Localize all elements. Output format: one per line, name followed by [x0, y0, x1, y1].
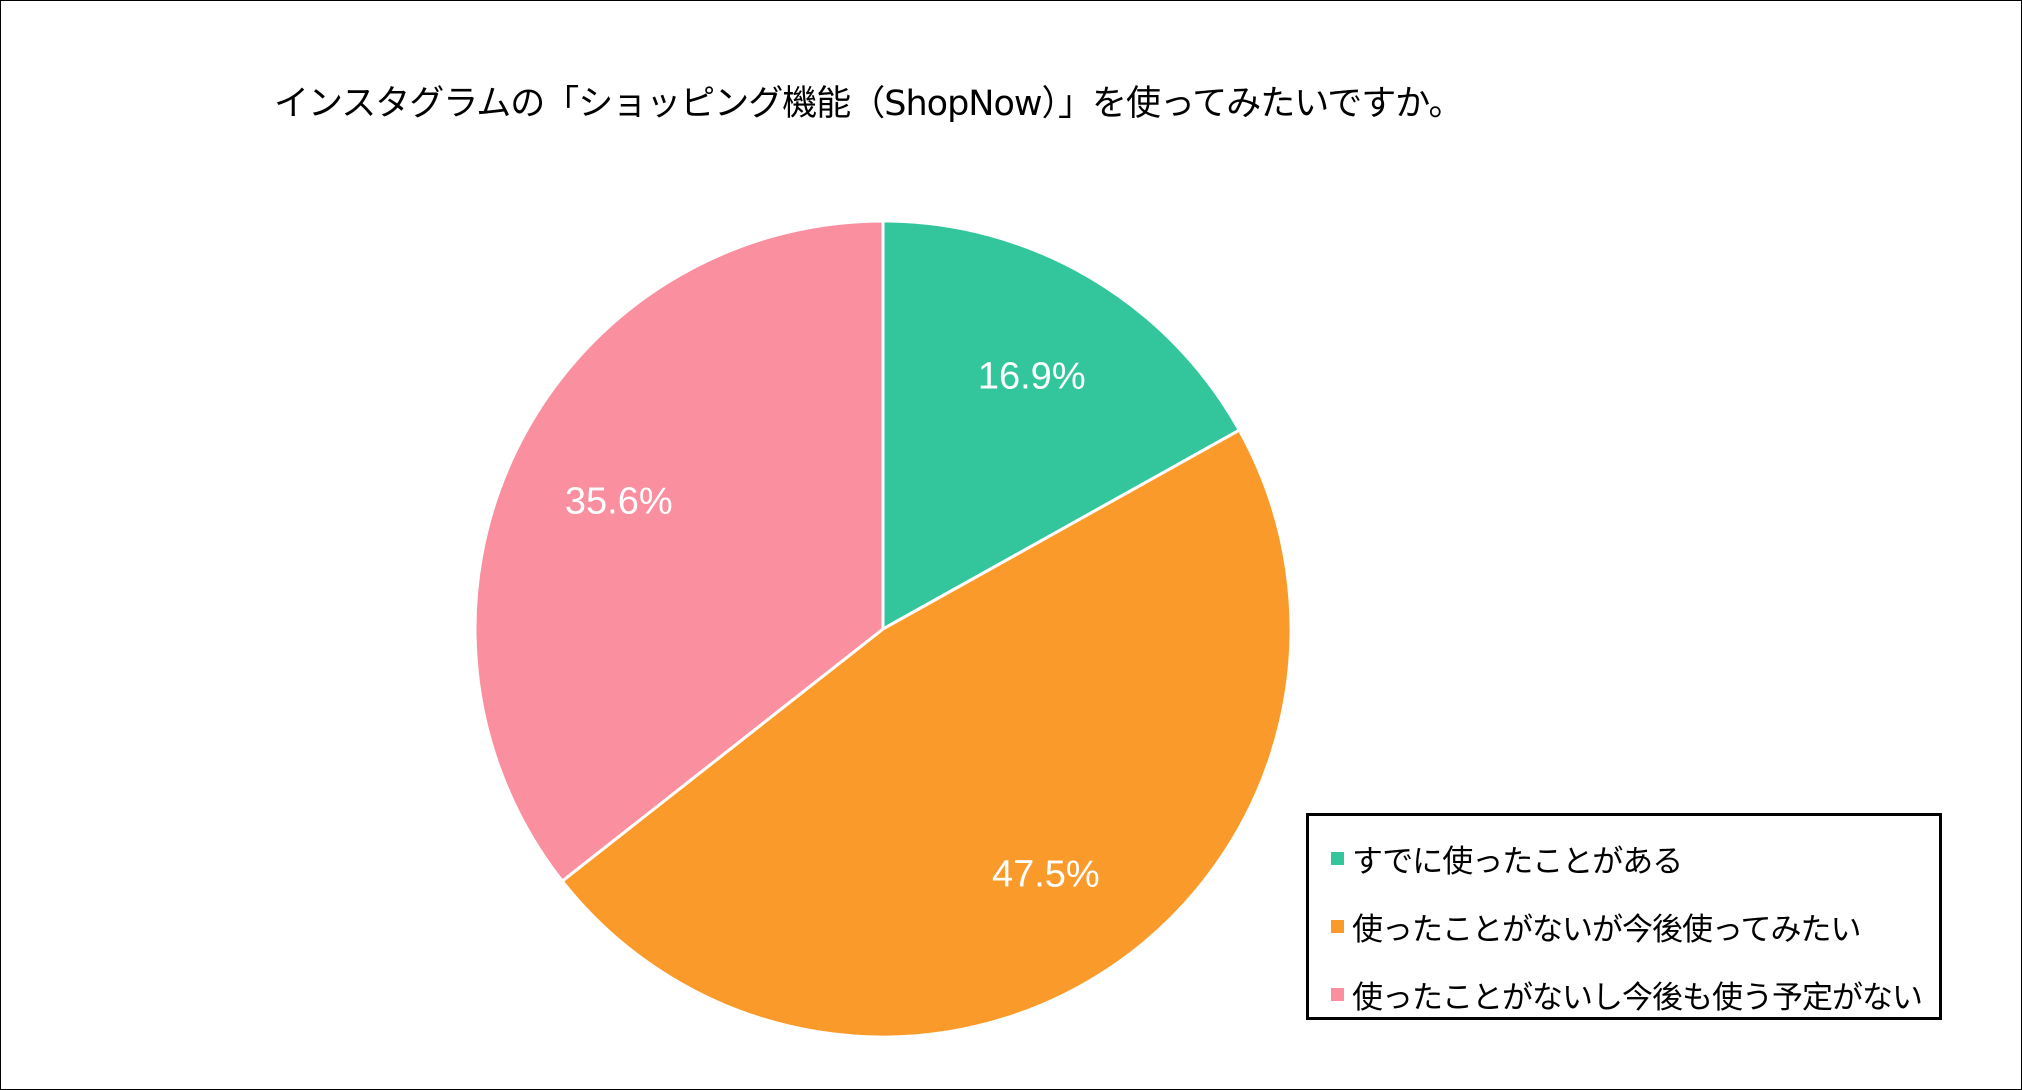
pie-slice [881, 219, 1242, 632]
chart-title: インスタグラムの「ショッピング機能（ShopNow）」を使ってみたいですか。 [274, 84, 1464, 124]
legend-item: 使ったことがないが今後使ってみたい [1331, 904, 1861, 949]
legend-swatch [1331, 988, 1344, 1001]
legend-label: 使ったことがないが今後使ってみたい [1352, 912, 1861, 948]
data-label: 35.6% [565, 481, 673, 523]
legend: すでに使ったことがある 使ったことがないが今後使ってみたい 使ったことがないし今… [1306, 813, 1942, 1020]
data-label: 47.5% [992, 854, 1100, 896]
legend-item: すでに使ったことがある [1331, 836, 1683, 881]
legend-label: 使ったことがないし今後も使う予定がない [1352, 980, 1923, 1016]
legend-swatch [1331, 920, 1344, 933]
pie-slice [560, 428, 1293, 1039]
legend-swatch [1331, 852, 1344, 865]
pie-slice [473, 219, 885, 884]
legend-item: 使ったことがないし今後も使う予定がない [1331, 972, 1923, 1017]
legend-label: すでに使ったことがある [1352, 844, 1683, 880]
data-label: 16.9% [978, 356, 1086, 398]
